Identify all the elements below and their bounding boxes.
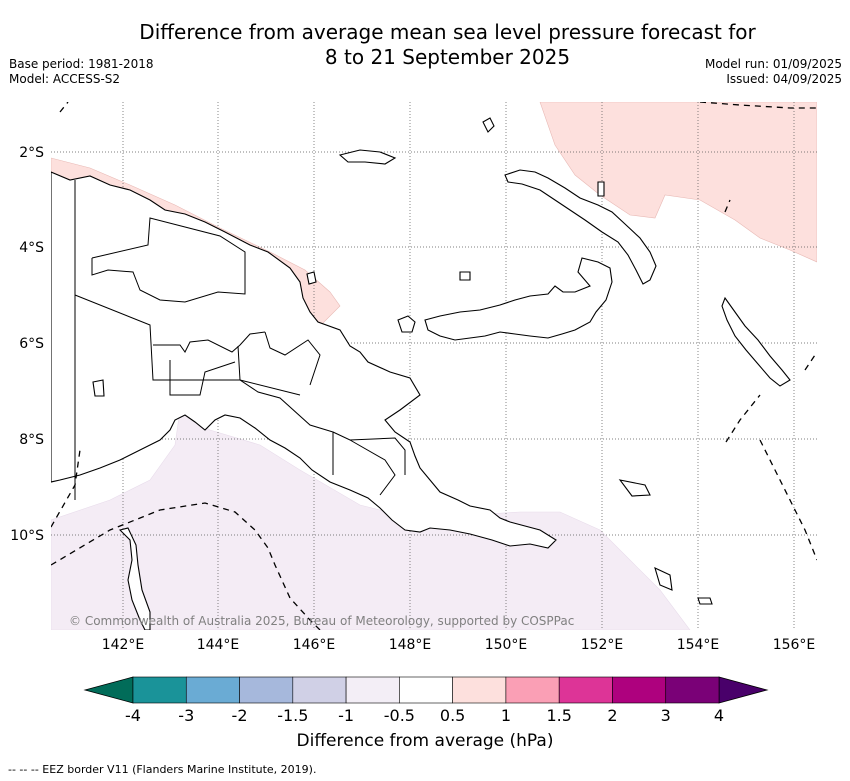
colorbar-extend-high (718, 676, 769, 704)
land-masses (51, 117, 791, 630)
islet-4 (597, 181, 605, 197)
province-borders (74, 180, 406, 500)
chart-title: Difference from average mean sea level p… (0, 20, 850, 70)
islet-5 (618, 479, 651, 497)
colorbar-tick-label: -2 (231, 706, 248, 725)
colorbar-segment (345, 676, 400, 704)
colorbar-tick-label: 2 (607, 706, 618, 725)
lat-label: 6°S (19, 336, 44, 352)
colorbar-tick-label: 1.5 (546, 706, 572, 725)
lat-label: 4°S (19, 240, 44, 256)
colorbar-tick-label: 1 (500, 706, 511, 725)
colorbar-segment (558, 676, 613, 704)
lon-label: 142°E (102, 637, 145, 653)
colorbar-tick-label: 3 (660, 706, 671, 725)
lat-label: 10°S (10, 528, 44, 544)
colorbar-tick-label: -1.5 (277, 706, 309, 725)
title-line-2: 8 to 21 September 2025 (324, 45, 571, 69)
new-ireland (504, 169, 657, 285)
lon-label: 144°E (197, 637, 240, 653)
base-period: Base period: 1981-2018 (9, 57, 154, 71)
title-line-1: Difference from average mean sea level p… (139, 20, 756, 44)
umboi-island (397, 315, 416, 333)
colorbar-segment (612, 676, 667, 704)
lon-label: 154°E (677, 637, 720, 653)
model-run: Model run: 01/09/2025 (704, 57, 842, 71)
colorbar-tick-label: 4 (713, 706, 725, 725)
meta-left: Base period: 1981-2018 Model: ACCESS-S2 (9, 57, 154, 87)
islet-2 (459, 271, 471, 281)
new-guinea-mainland (51, 171, 557, 549)
lat-label: 8°S (19, 432, 44, 448)
lon-label: 150°E (485, 637, 528, 653)
islet-7 (92, 379, 105, 397)
manus-island (338, 149, 397, 165)
colorbar-tick-label: -0.5 (383, 706, 415, 725)
cape-york-tip (118, 527, 151, 630)
lon-label: 146°E (293, 637, 336, 653)
lat-label: 2°S (19, 145, 44, 161)
colorbar (83, 676, 769, 704)
colorbar-segment (239, 676, 294, 704)
colorbar-extend-low (83, 676, 134, 704)
colorbar-segment (292, 676, 347, 704)
colorbar-title: Difference from average (hPa) (296, 731, 554, 751)
colorbar-segment (132, 676, 187, 704)
latitude-labels: 2°S 4°S 6°S 8°S 10°S (10, 145, 44, 544)
colorbar-segment (665, 676, 720, 704)
eez-footnote: -- -- -- EEZ border V11 (Flanders Marine… (8, 763, 317, 776)
positive-anomaly-region-east (539, 102, 817, 263)
islet-3 (306, 271, 317, 285)
copyright-notice: © Commonwealth of Australia 2025, Bureau… (69, 614, 574, 628)
colorbar-tick-label: -1 (338, 706, 355, 725)
new-britain (424, 257, 613, 341)
issued-date: Issued: 04/09/2025 (726, 72, 842, 86)
bougainville (721, 296, 791, 387)
colorbar-segment (452, 676, 507, 704)
colorbar-segment (505, 676, 560, 704)
map-area: © Commonwealth of Australia 2025, Bureau… (51, 102, 817, 630)
colorbar-tick-label: -4 (125, 706, 141, 725)
eez-borders (51, 102, 817, 630)
lon-label: 148°E (389, 637, 432, 653)
lon-label: 152°E (581, 637, 624, 653)
islet-1 (482, 117, 495, 133)
colorbar-segment (399, 676, 453, 704)
islet-6 (697, 597, 713, 605)
model-name: Model: ACCESS-S2 (9, 72, 121, 86)
longitude-labels: 142°E 144°E 146°E 148°E 150°E 152°E 154°E 156°E (102, 637, 816, 653)
colorbar-tick-label: 0.5 (439, 706, 466, 725)
islet-8 (654, 566, 673, 591)
meta-right: Model run: 01/09/2025 Issued: 04/09/2025 (705, 57, 842, 87)
colorbar-tick-label: -3 (178, 706, 195, 725)
lon-label: 156°E (773, 637, 816, 653)
colorbar-segment (185, 676, 240, 704)
